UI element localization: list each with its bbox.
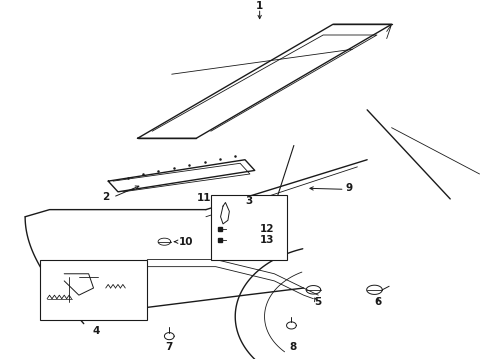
Text: 2: 2 — [102, 192, 109, 202]
Text: 9: 9 — [345, 183, 352, 193]
FancyBboxPatch shape — [211, 195, 287, 260]
Text: 5: 5 — [314, 297, 321, 307]
Text: 10: 10 — [179, 237, 194, 247]
Text: 12: 12 — [260, 224, 274, 234]
Text: 3: 3 — [245, 196, 252, 206]
Text: 11: 11 — [197, 193, 212, 203]
Text: 7: 7 — [166, 342, 173, 352]
FancyBboxPatch shape — [40, 260, 147, 320]
Text: 8: 8 — [289, 342, 296, 352]
Text: 4: 4 — [92, 326, 99, 336]
Text: 13: 13 — [260, 235, 274, 244]
Text: 1: 1 — [256, 1, 263, 12]
Text: 6: 6 — [375, 297, 382, 307]
